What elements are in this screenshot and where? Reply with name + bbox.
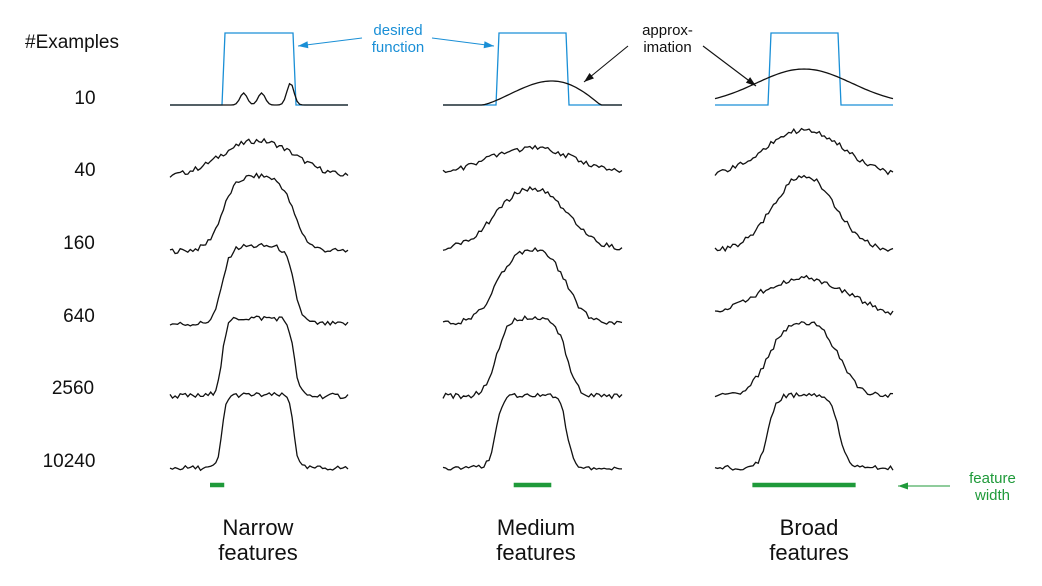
approximation-curve-medium-10240 [442,392,622,471]
approximation-curve-medium-640 [442,246,623,326]
column-label-medium-line2: features [496,540,576,565]
column-label-broad: Broad features [719,515,899,565]
column-label-broad-line2: features [769,540,849,565]
desired-function-narrow [170,32,348,106]
approximation-curve-broad-10240 [714,392,894,471]
approximation-curve-narrow-160 [169,172,349,255]
approximation-curve-medium-2560 [442,315,623,400]
column-label-narrow-line1: Narrow [222,515,294,540]
approximation-arrow-broad [702,45,757,87]
column-label-medium-line1: Medium [496,515,576,540]
approximation-curve-broad-160 [714,174,894,253]
approximation-curve-broad-640 [714,274,894,316]
approximation-curve-broad-10 [714,68,894,100]
approximation-curve-broad-2560 [714,321,894,399]
row-label-10: 10 [74,88,96,109]
approximation-curve-medium-160 [442,185,623,251]
desired-function-arrow-medium [431,37,495,49]
feature-width-arrow [898,482,950,490]
desired-function-arrow-narrow [297,37,363,49]
row-label-640: 640 [63,306,95,327]
desired-function-broad [715,32,893,106]
row-label-160: 160 [63,233,95,254]
approximation-arrow-medium [583,45,629,83]
approximation-curve-medium-40 [442,144,623,174]
desired-function-annotation: desired function [371,22,425,56]
column-label-medium: Medium features [446,515,626,565]
column-label-narrow: Narrow features [168,515,348,565]
approximation-curve-medium-10 [443,80,622,106]
row-label-40: 40 [74,160,96,181]
examples-header: #Examples [25,32,119,53]
approximation-curve-narrow-640 [169,242,349,327]
row-label-10240: 10240 [42,451,96,472]
approximation-curve-narrow-2560 [169,315,349,400]
feature-width-annotation: feature width [969,470,1016,504]
approximation-curve-broad-40 [714,127,894,176]
column-label-narrow-line2: features [218,540,298,565]
row-label-2560: 2560 [51,378,95,399]
approximation-curve-narrow-40 [169,137,349,178]
approximation-annotation: approx- imation [642,22,693,56]
column-label-broad-line1: Broad [779,515,839,540]
approximation-curve-narrow-10240 [169,391,349,472]
desired-function-medium [443,32,622,106]
approximation-curve-narrow-10 [170,82,348,106]
